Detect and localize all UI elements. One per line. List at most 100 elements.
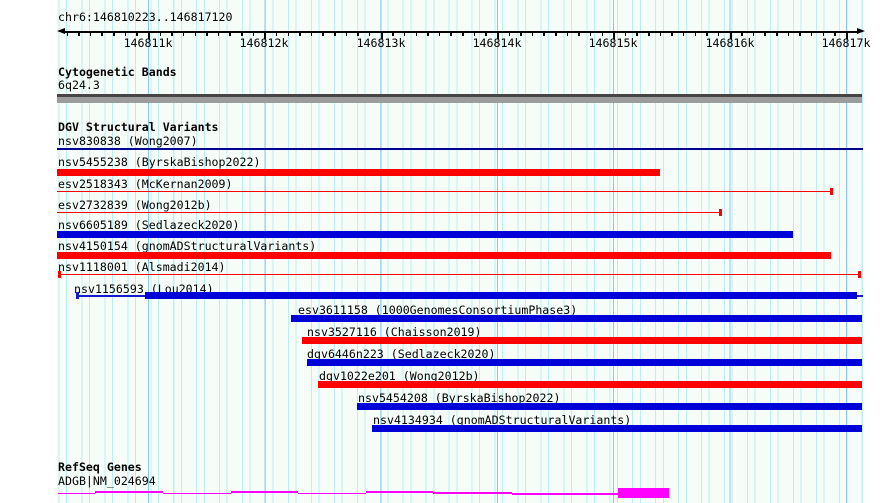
ruler-minor-tick — [462, 31, 464, 36]
ruler-minor-tick — [566, 31, 569, 36]
ruler-major-tick — [846, 31, 848, 39]
ruler-tick-label: 146817k — [821, 35, 871, 50]
refseq-gene-name-label[interactable]: ADGB|NM_024694 — [58, 473, 156, 488]
variant-label[interactable]: esv3611158 (1000GenomesConsortiumPhase3) — [298, 302, 578, 317]
ruler-minor-tick — [671, 31, 673, 36]
variant-line[interactable] — [57, 190, 832, 193]
ruler-minor-tick — [345, 31, 348, 36]
ruler-minor-tick — [694, 31, 697, 36]
ruler-major-tick — [381, 31, 383, 39]
variant-label[interactable]: esv2732839 (Wong2012b) — [58, 197, 212, 212]
ruler-minor-tick — [810, 31, 813, 36]
variant-bar[interactable] — [357, 402, 862, 410]
cytogenetic-bands-heading: Cytogenetic Bands — [58, 65, 177, 79]
variant-line[interactable] — [59, 273, 859, 276]
variant-label[interactable]: nsv830838 (Wong2007) — [58, 133, 198, 148]
ruler-minor-tick — [648, 31, 650, 36]
ruler-tick-label: 146816k — [705, 35, 755, 50]
variant-label[interactable]: dgv6446n223 (Sedlazeck2020) — [307, 346, 496, 361]
ruler-minor-tick — [822, 31, 825, 36]
ruler-minor-tick — [659, 31, 662, 36]
gene-intron-line[interactable] — [58, 492, 95, 495]
variant-label[interactable]: nsv4134934 (gnomADStructuralVariants) — [373, 412, 632, 427]
ruler-minor-tick — [415, 31, 417, 36]
variant-bar[interactable] — [372, 424, 862, 432]
ruler-left-arrow-icon — [57, 28, 65, 35]
variant-label[interactable]: nsv1156593 (Lou2014) — [74, 281, 214, 296]
region-coordinates-title: chr6:146810223..146817120 — [58, 10, 233, 24]
gene-intron-line[interactable] — [298, 492, 366, 495]
gene-intron-line[interactable] — [163, 492, 231, 495]
ruler-minor-tick — [159, 31, 162, 36]
ruler-major-tick — [264, 31, 266, 39]
ruler-minor-tick — [275, 31, 278, 36]
ruler-minor-tick — [741, 31, 743, 36]
ruler-minor-tick — [624, 31, 627, 36]
ruler-tick-label: 146812k — [239, 35, 289, 50]
variant-bar[interactable] — [145, 292, 857, 299]
ruler-tick-label: 146815k — [588, 35, 638, 50]
ruler-minor-tick — [717, 31, 720, 36]
gene-intron-line[interactable] — [366, 491, 433, 493]
ruler-minor-tick — [578, 31, 580, 36]
ruler-minor-tick — [136, 31, 138, 36]
ruler-tick-label: 146813k — [356, 35, 406, 50]
variant-bar[interactable] — [57, 231, 793, 238]
gene-intron-line[interactable] — [95, 491, 163, 493]
variant-label[interactable]: esv2518343 (McKernan2009) — [58, 176, 233, 191]
variant-bar[interactable] — [57, 251, 831, 259]
ruler-minor-tick — [787, 31, 790, 36]
ruler-minor-tick — [252, 31, 255, 36]
variant-bar[interactable] — [302, 336, 862, 344]
ruler-minor-tick — [182, 31, 185, 36]
ruler-major-tick — [148, 31, 150, 39]
gene-intron-line[interactable] — [433, 492, 512, 494]
ruler-minor-tick — [66, 31, 69, 36]
variant-label[interactable]: nsv4150154 (gnomADStructuralVariants) — [58, 238, 317, 253]
ruler-minor-tick — [764, 31, 766, 36]
ruler-minor-tick — [299, 31, 301, 36]
gene-intron-line[interactable] — [512, 493, 618, 495]
variant-label[interactable]: dgv1022e201 (Wong2012b) — [319, 368, 480, 383]
ruler-minor-tick — [334, 31, 336, 36]
variant-label[interactable]: nsv1118001 (Alsmadi2014) — [58, 260, 226, 274]
ruler-major-tick — [730, 31, 732, 39]
cytogenetic-band-label: 6q24.3 — [58, 78, 100, 92]
variant-bar[interactable] — [57, 169, 660, 176]
ruler-minor-tick — [217, 31, 220, 36]
ruler-tick-label: 146811k — [123, 35, 173, 50]
variant-label[interactable]: nsv5454208 (ByrskaBishop2022) — [358, 390, 561, 405]
variant-tick[interactable] — [858, 270, 861, 278]
ruler-minor-tick — [834, 31, 836, 36]
ruler-minor-tick — [403, 31, 406, 36]
variant-label[interactable]: nsv3527116 (Chaisson2019) — [307, 324, 482, 339]
ruler-minor-tick — [392, 31, 394, 36]
ruler-minor-tick — [485, 31, 487, 36]
ruler-minor-tick — [357, 31, 359, 36]
ruler-minor-tick — [206, 31, 208, 36]
ruler-minor-tick — [194, 31, 197, 36]
variant-line[interactable] — [57, 211, 721, 214]
variant-tick[interactable] — [829, 187, 833, 195]
ruler-minor-tick — [531, 31, 534, 36]
dgv-structural-variants-heading: DGV Structural Variants — [58, 120, 219, 134]
gene-exon-box[interactable] — [618, 487, 669, 498]
variant-line[interactable] — [57, 147, 863, 150]
variant-label[interactable]: nsv5455238 (ByrskaBishop2022) — [58, 155, 261, 169]
ruler-minor-tick — [322, 31, 324, 36]
variant-bar[interactable] — [291, 314, 862, 322]
ruler-minor-tick — [310, 31, 313, 36]
ruler-minor-tick — [229, 31, 231, 36]
ruler-right-arrow-icon — [857, 28, 865, 35]
variant-tick[interactable] — [718, 208, 722, 216]
ruler-minor-tick — [473, 31, 476, 36]
variant-bar[interactable] — [318, 380, 862, 388]
ruler-minor-tick — [113, 31, 115, 36]
ruler-major-tick — [497, 31, 499, 39]
variant-bar[interactable] — [307, 358, 862, 366]
ruler-minor-tick — [287, 31, 290, 36]
ruler-minor-tick — [438, 31, 441, 36]
gene-intron-line[interactable] — [231, 491, 298, 493]
variant-label[interactable]: nsv6605189 (Sedlazeck2020) — [58, 217, 240, 232]
